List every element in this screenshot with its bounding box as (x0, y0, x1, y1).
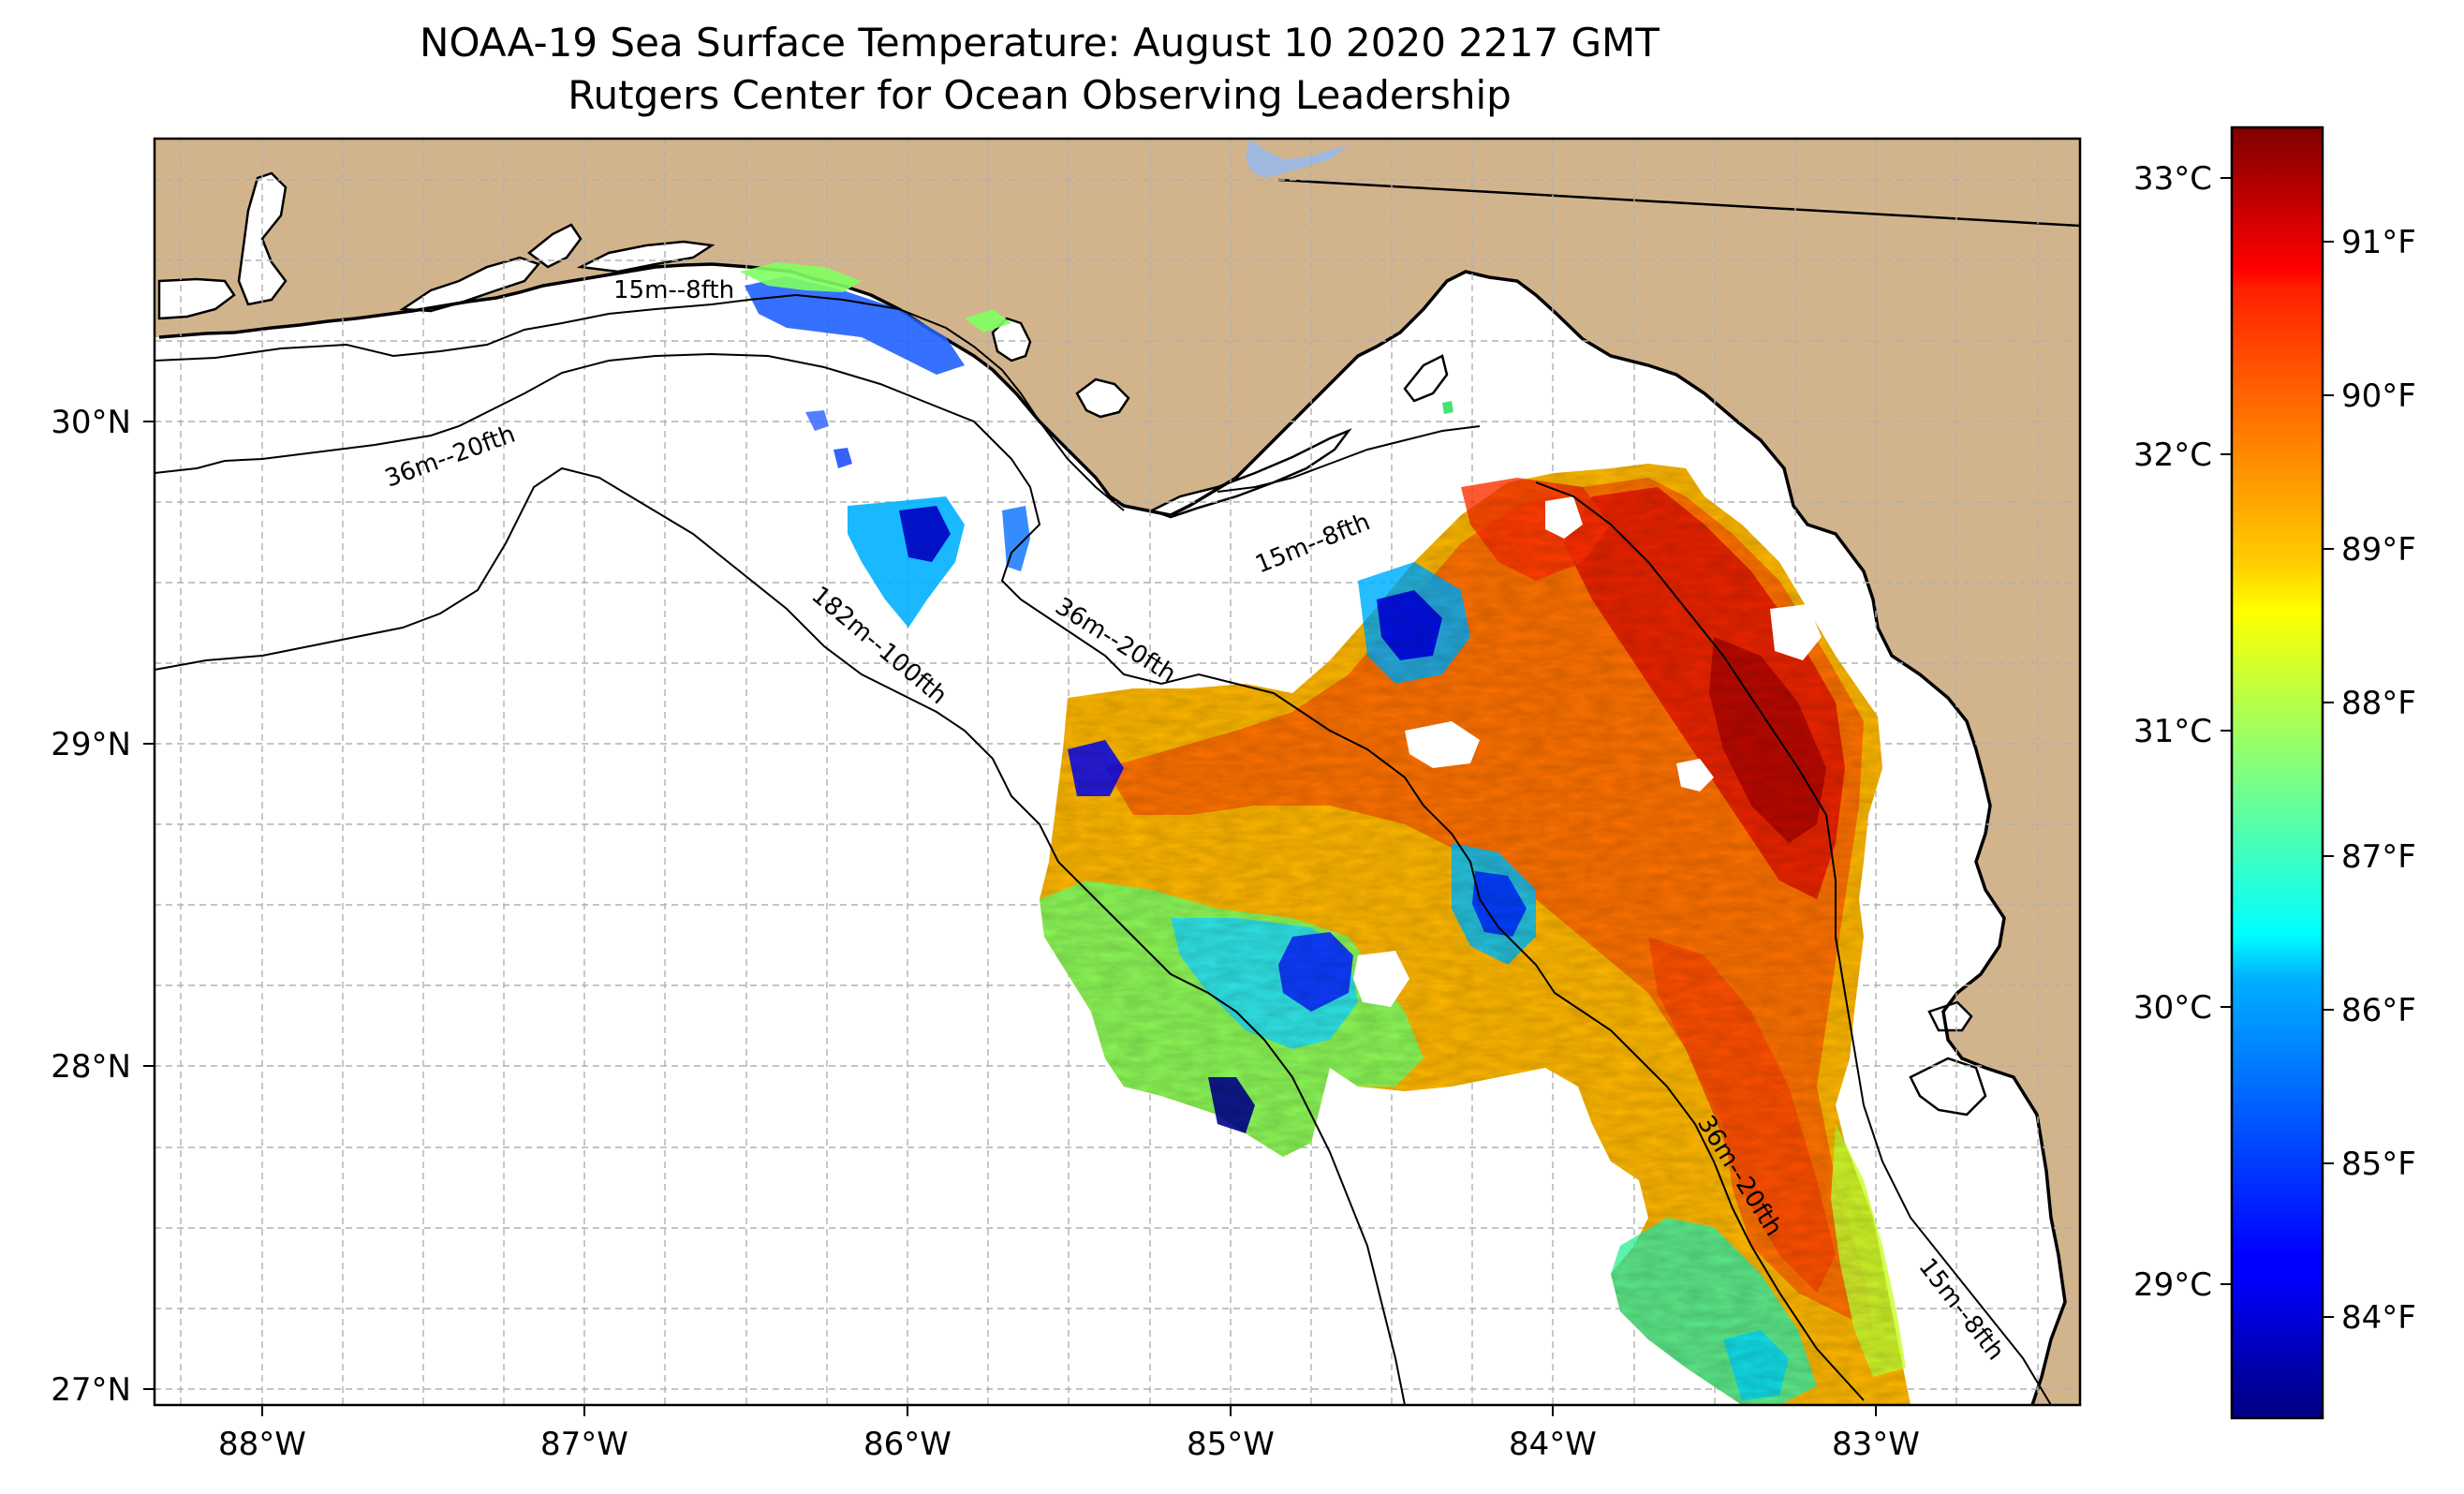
colorbar-fahrenheit-label: 88°F (2341, 685, 2416, 722)
colorbar-fahrenheit-label: 87°F (2341, 838, 2416, 876)
map-title: NOAA-19 Sea Surface Temperature: August … (420, 20, 1660, 66)
colorbar-celsius-label: 32°C (2133, 436, 2212, 474)
colorbar-celsius-label: 33°C (2133, 160, 2212, 198)
coastal-bays (157, 171, 1987, 1117)
map-frame (153, 137, 2082, 1407)
colorbar-celsius-label: 31°C (2133, 713, 2212, 750)
lat-ticks (143, 421, 155, 1390)
colorbar-fahrenheit-label: 90°F (2341, 377, 2416, 415)
state-boundary (1277, 178, 2080, 228)
colorbar-fahrenheit-label: 84°F (2341, 1299, 2416, 1337)
lat-tick-labels: 27°N 28°N 29°N 30°N (51, 404, 131, 1409)
lon-tick-label: 88°W (218, 1426, 306, 1463)
lake (1246, 139, 1349, 178)
lon-tick-label: 85°W (1187, 1426, 1275, 1463)
colorbar-fahrenheit-label: 86°F (2341, 992, 2416, 1029)
lon-tick-label: 87°W (540, 1426, 628, 1463)
isobath-lines (155, 293, 2052, 1405)
lat-tick-label: 27°N (51, 1371, 131, 1409)
lat-tick-label: 29°N (51, 726, 131, 763)
lon-tick-label: 84°W (1509, 1426, 1597, 1463)
lon-ticks (261, 1405, 1877, 1416)
lon-tick-label: 83°W (1832, 1426, 1920, 1463)
colorbar-fahrenheit-label: 91°F (2341, 224, 2416, 261)
lat-tick-label: 28°N (51, 1048, 131, 1086)
colorbar-celsius-label: 29°C (2133, 1266, 2212, 1304)
coastline (158, 262, 2067, 1405)
lat-tick-label: 30°N (51, 404, 131, 441)
sst-field (740, 262, 1911, 1405)
lon-tick-label: 86°W (863, 1426, 952, 1463)
colorbar-fahrenheit-label: 89°F (2341, 531, 2416, 569)
colorbar-celsius-label: 30°C (2133, 989, 2212, 1027)
isobath-label: 15m--8fth (613, 276, 734, 304)
map-subtitle: Rutgers Center for Ocean Observing Leade… (568, 72, 1512, 118)
colorbar-gradient (2230, 126, 2324, 1420)
colorbar: 29°C 30°C 31°C 32°C 33°C 84°F 85°F 86°F … (2133, 126, 2416, 1420)
lon-tick-labels: 88°W 87°W 86°W 85°W 84°W 83°W (218, 1426, 1920, 1463)
colorbar-fahrenheit-label: 85°F (2341, 1146, 2416, 1183)
